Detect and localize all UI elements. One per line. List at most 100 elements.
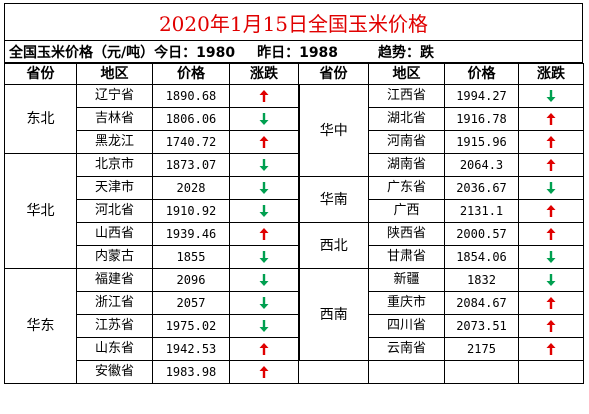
- change-cell: [518, 153, 584, 177]
- area-cell: 黑龙江: [76, 130, 153, 154]
- price-cell: 1806.06: [152, 107, 230, 131]
- area-cell: 云南省: [368, 337, 445, 361]
- area-cell: 河南省: [368, 130, 445, 154]
- table-row: 浙江省 2057 重庆市 2084.67: [5, 291, 584, 315]
- price-cell: 1915.96: [444, 130, 519, 154]
- header-price: 价格: [444, 63, 519, 85]
- change-cell: [518, 84, 584, 108]
- trend-text: 趋势：跌: [378, 44, 435, 61]
- up-arrow-icon: [546, 112, 556, 125]
- area-cell: 甘肃省: [368, 245, 445, 269]
- change-cell: [229, 107, 299, 131]
- up-arrow-icon: [546, 135, 556, 148]
- up-arrow-icon: [259, 342, 269, 355]
- area-cell: 浙江省: [76, 291, 153, 315]
- change-cell: [518, 245, 584, 269]
- table-row: 黑龙江 1740.72 河南省 1915.96: [5, 130, 584, 154]
- down-arrow-icon: [259, 204, 269, 217]
- price-cell: 1983.98: [152, 360, 230, 384]
- table-row: 山西省 1939.46 西北 陕西省 2000.57: [5, 222, 584, 269]
- area-cell: 重庆市: [368, 291, 445, 315]
- header-price: 价格: [152, 63, 230, 85]
- change-cell: [229, 176, 299, 200]
- price-cell: 2028: [152, 176, 230, 200]
- change-cell: [518, 107, 584, 131]
- table-row: 东北 辽宁省 1890.68 华中 江西省 1994.27: [4, 84, 584, 177]
- yesterday-price: 昨日：1988: [257, 44, 339, 61]
- header-province: 省份: [4, 63, 77, 85]
- change-cell: [229, 130, 299, 154]
- up-arrow-icon: [546, 342, 556, 355]
- area-cell: 辽宁省: [76, 84, 153, 108]
- table-row: 江苏省 1975.02 四川省 2073.51: [5, 314, 584, 338]
- today-price: 全国玉米价格（元/吨）今日：1980: [9, 44, 236, 61]
- region-cell: 西南: [297, 268, 369, 361]
- summary-row: 全国玉米价格（元/吨）今日：1980 昨日：1988 趋势：跌: [4, 41, 583, 63]
- change-cell: [518, 291, 584, 315]
- region-cell: 东北: [4, 84, 77, 154]
- up-arrow-icon: [546, 296, 556, 309]
- area-cell: 天津市: [76, 176, 153, 200]
- change-cell: [229, 268, 299, 292]
- area-cell: 河北省: [76, 199, 153, 223]
- price-cell: 2064.3: [444, 153, 519, 177]
- change-cell: [229, 291, 299, 315]
- area-cell: 新疆: [368, 268, 445, 292]
- region-cell: 华中: [297, 84, 369, 177]
- change-cell: [518, 199, 584, 223]
- down-arrow-icon: [546, 89, 556, 102]
- region-cell: 西北: [297, 222, 369, 269]
- down-arrow-icon: [546, 273, 556, 286]
- up-arrow-icon: [259, 365, 269, 378]
- down-arrow-icon: [259, 158, 269, 171]
- down-arrow-icon: [259, 273, 269, 286]
- price-cell: 1890.68: [152, 84, 230, 108]
- table-row: 天津市 2028 华南 广东省 2036.67: [5, 176, 584, 223]
- region-cell: 华东: [4, 268, 77, 384]
- price-cell: 1916.78: [444, 107, 519, 131]
- down-arrow-icon: [259, 250, 269, 263]
- change-cell: [229, 245, 299, 269]
- change-cell: [518, 176, 584, 200]
- report-title: 2020年1月15日全国玉米价格: [4, 3, 583, 41]
- area-cell: 湖北省: [368, 107, 445, 131]
- change-cell: [229, 84, 299, 108]
- table-row: 安徽省 1983.98: [5, 360, 584, 384]
- area-cell: 北京市: [76, 153, 153, 177]
- price-cell: 2096: [152, 268, 230, 292]
- price-cell: 1873.07: [152, 153, 230, 177]
- down-arrow-icon: [259, 112, 269, 125]
- area-cell: 山东省: [76, 337, 153, 361]
- price-cell: 1942.53: [152, 337, 230, 361]
- price-cell: 1855: [152, 245, 230, 269]
- price-cell: 2057: [152, 291, 230, 315]
- price-report: 2020年1月15日全国玉米价格 全国玉米价格（元/吨）今日：1980 昨日：19…: [4, 3, 584, 409]
- area-cell: 山西省: [76, 222, 153, 246]
- header-province: 省份: [298, 63, 369, 85]
- price-cell: 1975.02: [152, 314, 230, 338]
- table-row: 山东省 1942.53 云南省 2175: [5, 337, 584, 361]
- area-cell: 江苏省: [76, 314, 153, 338]
- down-arrow-icon: [546, 181, 556, 194]
- area-cell: 广西: [368, 199, 445, 223]
- down-arrow-icon: [259, 319, 269, 332]
- table-row: 华东 福建省 2096 西南 新疆 1832: [4, 268, 584, 384]
- area-cell: 陕西省: [368, 222, 445, 246]
- header-row: 省份 地区 价格 涨跌 省份 地区 价格 涨跌: [4, 63, 584, 85]
- area-cell: 广东省: [368, 176, 445, 200]
- change-cell: [229, 153, 299, 177]
- change-cell: [518, 268, 584, 292]
- region-cell: 华北: [4, 153, 77, 269]
- area-cell: 内蒙古: [76, 245, 153, 269]
- up-arrow-icon: [546, 319, 556, 332]
- up-arrow-icon: [259, 227, 269, 240]
- change-cell: [518, 337, 584, 361]
- header-change: 涨跌: [229, 63, 299, 85]
- price-cell: 2084.67: [444, 291, 519, 315]
- change-cell: [518, 130, 584, 154]
- down-arrow-icon: [259, 296, 269, 309]
- price-table: 省份 地区 价格 涨跌 省份 地区 价格 涨跌 东北 辽宁省 1890.68 华中 江西…: [4, 63, 584, 384]
- price-cell: 1939.46: [152, 222, 230, 246]
- area-cell: 江西省: [368, 84, 445, 108]
- change-cell: [229, 314, 299, 338]
